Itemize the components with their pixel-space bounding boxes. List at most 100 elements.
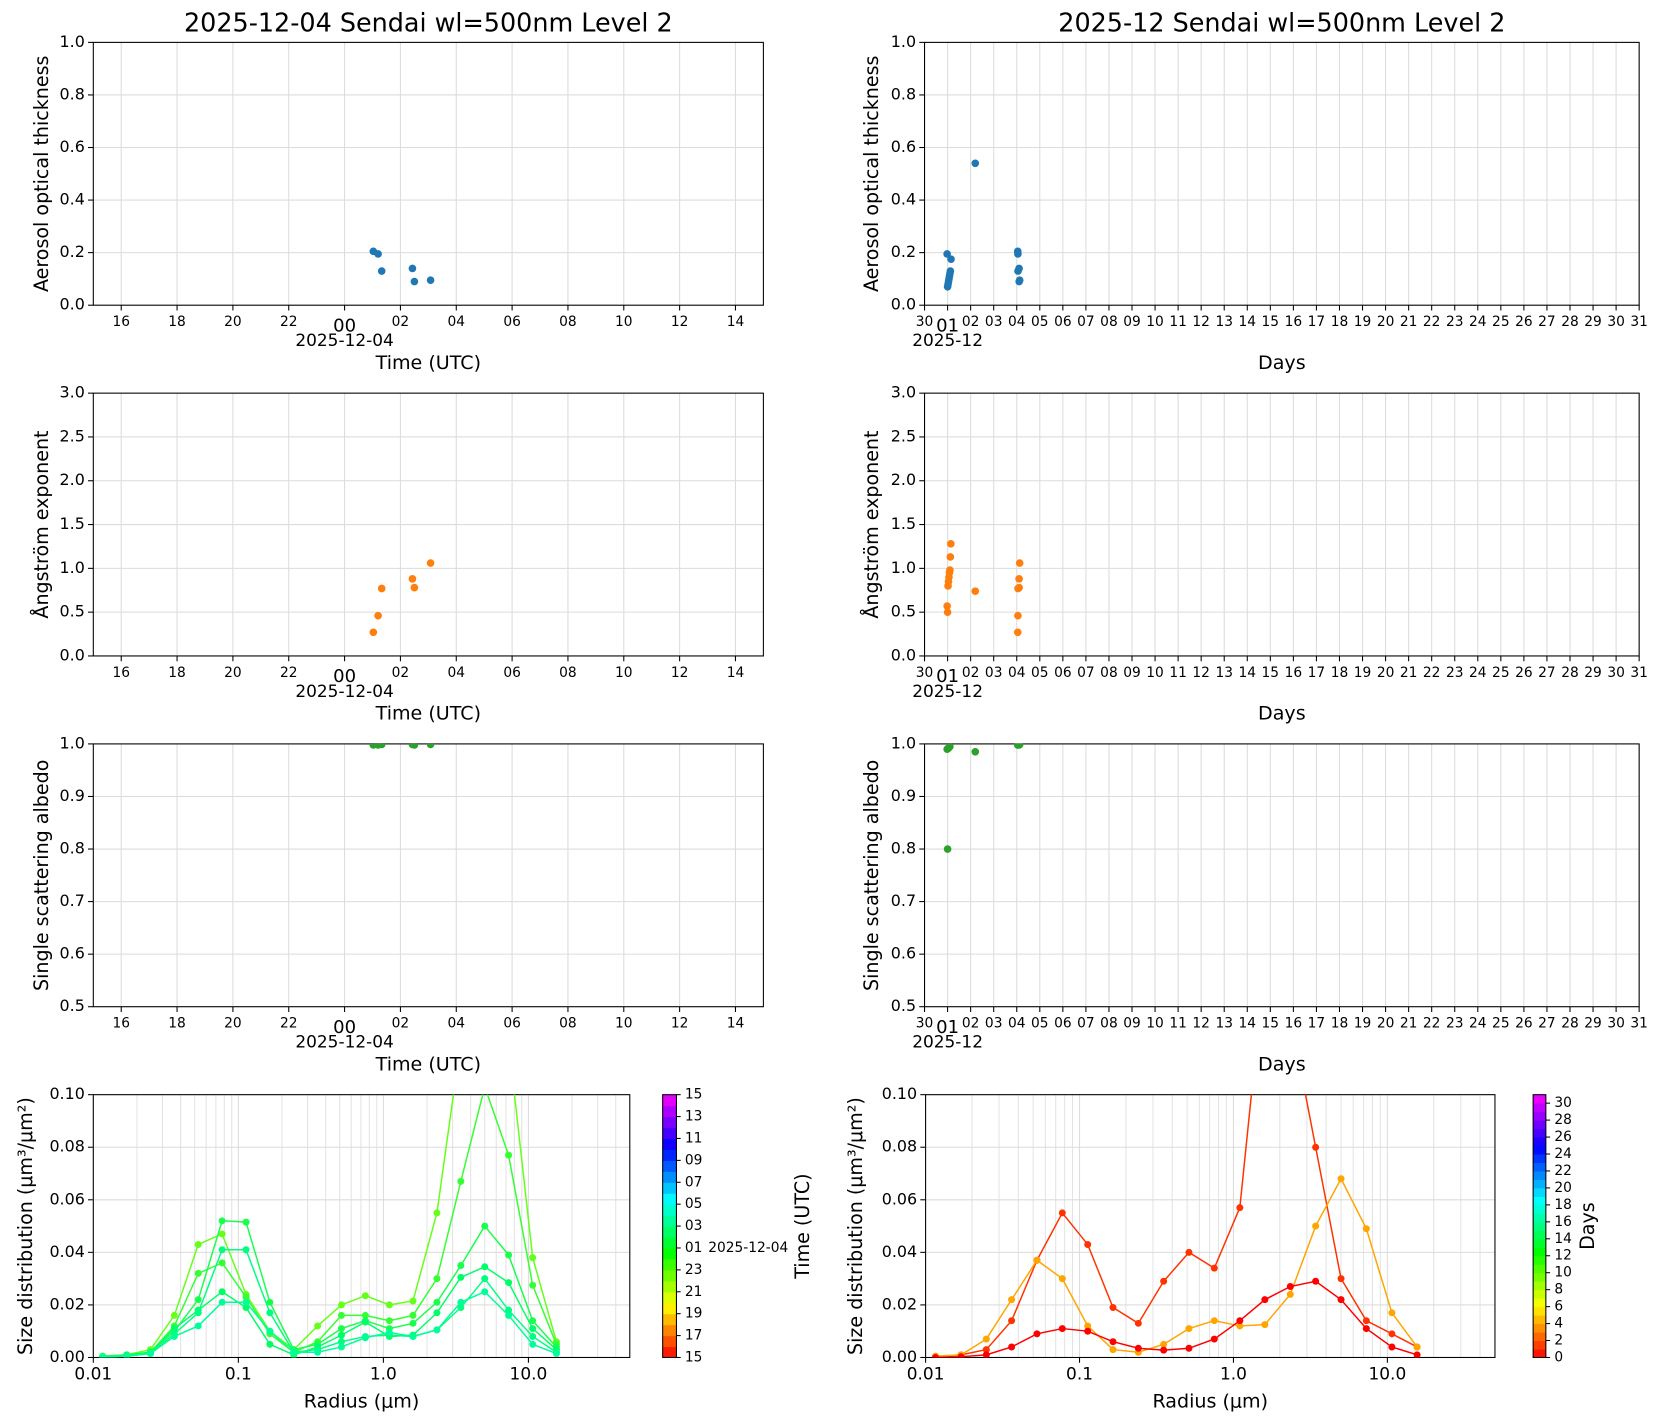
y-tick-label: 0.04 [882, 1242, 917, 1261]
x-tick-label: 05 [1031, 665, 1049, 681]
x-tick-label: 07 [1077, 665, 1095, 681]
colorbar-label: Days [1577, 1202, 1599, 1250]
colorbar-band [662, 1324, 677, 1337]
x-tick-label: 06 [503, 314, 521, 330]
point [971, 159, 980, 168]
x-tick-label: 15 [1262, 665, 1280, 681]
colorbar-tick-label: 8 [1554, 1282, 1563, 1298]
colorbar-band [1533, 1128, 1546, 1138]
chart-title: 2025-12-04 Sendai wl=500nm Level 2 [184, 7, 673, 37]
point [529, 1340, 537, 1348]
point [1236, 1317, 1244, 1325]
y-tick-label: 2.5 [891, 426, 916, 445]
y-tick-label: 2.5 [60, 426, 85, 445]
y-tick-label: 2.0 [891, 470, 916, 489]
x-tick-label: 20 [1377, 314, 1395, 330]
colorbar-band [1533, 1213, 1546, 1223]
point [337, 1343, 345, 1351]
point [1134, 1344, 1142, 1352]
colorbar-band [662, 1149, 677, 1161]
point [1015, 559, 1024, 567]
point [361, 1318, 369, 1326]
x-tick-label: 16 [1285, 314, 1303, 330]
point [943, 250, 951, 258]
point [218, 1259, 226, 1267]
colorbar-tick-label: 28 [1554, 1112, 1572, 1128]
x-tick-label: 21 [1400, 1016, 1418, 1032]
point [385, 1317, 393, 1325]
x-tick-label: 22 [1423, 1016, 1441, 1032]
colorbar-tick-label: 09 [685, 1152, 703, 1168]
point [170, 1325, 178, 1333]
point [410, 743, 419, 749]
x-tick-label: 0.01 [907, 1363, 945, 1383]
y-tick-label: 0.5 [60, 996, 85, 1015]
point [361, 1334, 369, 1342]
point [481, 1275, 489, 1283]
x-tick-label: 0.01 [74, 1363, 112, 1383]
y-tick-label: 0.06 [882, 1189, 917, 1208]
point [1033, 1330, 1041, 1338]
x-tick-label: 02 [962, 314, 980, 330]
x-tick-label: 25 [1492, 314, 1510, 330]
point [1337, 1296, 1345, 1304]
colorbar-band [1533, 1094, 1546, 1104]
point [1312, 1277, 1320, 1285]
x-tick-label: 22 [280, 314, 298, 330]
x-tick-label: 14 [1239, 1016, 1257, 1032]
colorbar-tick-label: 6 [1554, 1299, 1563, 1315]
point [457, 1261, 465, 1269]
x-tick-label: 15 [1262, 314, 1280, 330]
point [947, 255, 955, 264]
point [1160, 1346, 1168, 1354]
point [266, 1340, 274, 1348]
x-tick-label: 06 [1054, 1016, 1072, 1032]
axes-frame [92, 41, 764, 306]
x-tick-label: 00 [333, 1017, 356, 1038]
x-tick-label: 15 [1262, 1016, 1280, 1032]
point [337, 1311, 345, 1319]
colorbar-tick-label: 07 [685, 1174, 703, 1190]
x-tick-label: 10.0 [1369, 1363, 1407, 1383]
point [337, 1301, 345, 1309]
point [481, 1083, 488, 1090]
y-tick-label: 0.08 [882, 1137, 917, 1156]
point [218, 1298, 226, 1306]
y-tick-label: 1.0 [60, 558, 85, 577]
colorbar-band [1533, 1187, 1546, 1197]
panel: 0.00.51.01.52.02.53.030 01 02 03 04 05 06 07 08 0… [860, 383, 1648, 725]
y-tick-label: 0.5 [891, 602, 916, 621]
x-tick-label: 01 [936, 315, 959, 336]
y-tick-label: 1.0 [891, 32, 916, 51]
colorbar-band [662, 1127, 677, 1140]
colorbar-band [662, 1335, 677, 1348]
x-axis-label: Days [1258, 352, 1306, 374]
y-tick-label: 1.0 [891, 733, 916, 752]
x-tick-label: 22 [1423, 314, 1441, 330]
point [194, 1322, 202, 1330]
point [409, 1311, 417, 1319]
y-tick-label: 0.8 [60, 84, 85, 103]
point [361, 1311, 369, 1319]
point [457, 1039, 464, 1046]
x-tick-label: 12 [671, 314, 689, 330]
point [529, 1325, 537, 1333]
point [1236, 1322, 1244, 1330]
y-tick-label: 0.4 [891, 190, 916, 209]
point [242, 1298, 250, 1306]
x-tick-label: 29 [1584, 314, 1602, 330]
x-tick-label: 14 [1239, 314, 1257, 330]
x-tick-label: 06 [1054, 314, 1072, 330]
x-tick-label: 29 [1584, 1016, 1602, 1032]
point [147, 1350, 155, 1358]
point [505, 1039, 512, 1046]
point [946, 743, 954, 751]
point [1109, 1304, 1117, 1312]
point [1286, 1283, 1294, 1291]
x-tick-label: 20 [224, 314, 242, 330]
colorbar-band [662, 1094, 677, 1107]
colorbar-band [662, 1291, 677, 1304]
y-tick-label: 0.6 [891, 137, 916, 156]
x-tick-label: 11 [1169, 665, 1187, 681]
x-tick-label: 27 [1538, 1016, 1556, 1032]
